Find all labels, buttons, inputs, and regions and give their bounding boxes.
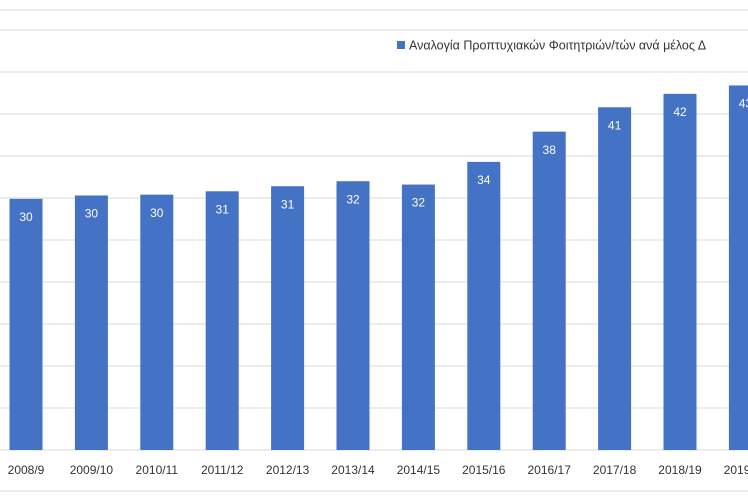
value-label: 41	[608, 118, 622, 132]
bar	[205, 191, 239, 450]
value-label: 30	[19, 210, 33, 224]
bar	[467, 161, 501, 450]
value-label: 30	[85, 207, 99, 221]
x-tick-label: 2014/15	[397, 463, 441, 477]
value-label: 32	[346, 192, 360, 206]
x-tick-label: 2010/11	[136, 463, 179, 477]
bar	[728, 85, 748, 450]
x-tick-label: 2016/17	[528, 463, 572, 477]
value-label: 31	[216, 202, 230, 216]
x-tick-label: 2008/9	[8, 463, 45, 477]
bar	[271, 186, 305, 451]
x-tick-label: 2011/12	[201, 463, 244, 477]
x-tick-label: 2009/10	[70, 463, 114, 477]
value-label: 34	[477, 173, 491, 187]
bar	[336, 181, 370, 450]
bar	[140, 194, 174, 450]
legend-label: Αναλογία Προπτυχιακών Φοιτητριών/τών ανά…	[409, 38, 706, 52]
x-tick-label: 2013/14	[331, 463, 375, 477]
x-tick-label: 2012/13	[266, 463, 310, 477]
value-label: 30	[150, 206, 164, 220]
value-label: 38	[543, 143, 557, 157]
x-tick-label: 2018/19	[658, 463, 702, 477]
value-label: 43	[739, 97, 748, 111]
x-tick-label: 2015/16	[462, 463, 506, 477]
x-tick-label: 2019/20	[724, 463, 748, 477]
x-tick-label: 2017/18	[593, 463, 637, 477]
legend-swatch	[397, 41, 405, 49]
bar	[532, 131, 566, 450]
value-label: 31	[281, 197, 295, 211]
bar	[598, 107, 632, 450]
value-label: 32	[412, 196, 426, 210]
bar	[9, 198, 43, 450]
bar	[74, 195, 108, 450]
value-label: 42	[673, 105, 687, 119]
bar	[401, 184, 435, 450]
bar	[663, 93, 697, 450]
